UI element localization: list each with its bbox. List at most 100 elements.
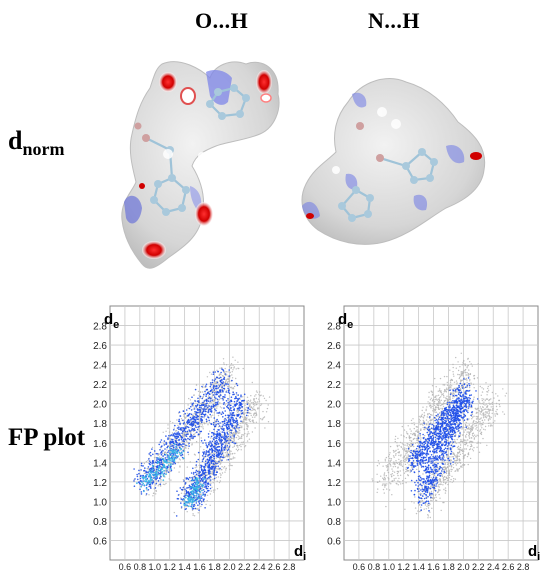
fp-point — [218, 438, 220, 441]
fp-point — [201, 487, 203, 490]
fp-point — [391, 494, 393, 496]
fp-point — [207, 436, 210, 438]
fp-point — [455, 455, 457, 457]
fp-point — [480, 407, 482, 410]
fp-point — [465, 374, 467, 376]
fp-point — [450, 468, 452, 470]
fp-point — [187, 437, 189, 440]
fp-point — [229, 420, 232, 422]
fp-point — [155, 482, 158, 485]
fp-point — [421, 423, 423, 425]
fp-point — [435, 499, 437, 501]
fp-point — [176, 497, 179, 500]
fp-point — [437, 407, 440, 409]
fp-point — [201, 484, 204, 486]
fp-point — [213, 463, 215, 466]
fp-point — [177, 443, 180, 446]
fp-point — [184, 488, 186, 490]
fp-point — [457, 423, 459, 425]
fp-point — [487, 409, 490, 411]
fp-point — [427, 421, 429, 423]
fp-point — [200, 418, 202, 420]
fp-point — [232, 420, 234, 423]
fp-point — [244, 432, 246, 435]
fp-point — [397, 480, 399, 482]
fp-point — [163, 472, 165, 475]
fp-point — [138, 472, 140, 475]
fp-point — [174, 438, 176, 440]
fp-point — [150, 471, 152, 473]
fp-point — [429, 503, 431, 505]
fp-point — [197, 473, 199, 475]
fp-point — [236, 426, 238, 428]
fp-point — [236, 413, 239, 416]
fp-point — [238, 409, 241, 411]
fp-point — [214, 408, 216, 411]
fp-point — [225, 454, 228, 456]
fp-point — [220, 433, 223, 436]
fp-point — [161, 445, 163, 447]
fp-point — [247, 409, 249, 412]
fp-point — [432, 455, 434, 458]
fp-point — [413, 452, 415, 454]
fp-point — [443, 400, 446, 402]
fp-point — [229, 418, 232, 421]
fp-point — [190, 405, 192, 408]
fp-point — [164, 448, 166, 450]
fp-point — [199, 499, 202, 501]
fp-point — [216, 381, 219, 384]
fp-point — [204, 469, 207, 472]
fp-point — [451, 447, 453, 449]
fp-point — [439, 397, 441, 399]
fp-point — [180, 498, 183, 500]
fp-point — [485, 398, 487, 400]
fp-point — [484, 419, 486, 421]
fp-point — [207, 395, 210, 397]
fp-point — [179, 459, 181, 461]
fp-point — [184, 482, 187, 484]
fp-point — [250, 409, 252, 412]
fp-point — [186, 501, 189, 504]
fp-point — [394, 450, 396, 452]
fp-point — [480, 403, 482, 405]
fp-point — [451, 443, 454, 445]
fp-point — [240, 412, 243, 415]
fp-point — [452, 456, 455, 458]
fp-point — [476, 407, 479, 410]
fp-point — [145, 474, 148, 476]
fp-point — [185, 444, 187, 447]
fp-point — [446, 456, 448, 459]
fp-point — [184, 423, 186, 426]
fp-point — [503, 413, 506, 415]
fp-point — [179, 452, 182, 455]
fp-point — [180, 418, 183, 420]
fp-point — [187, 443, 190, 446]
fp-point — [197, 390, 200, 393]
fp-point — [409, 436, 411, 439]
fp-point — [191, 437, 193, 439]
fp-point — [149, 461, 152, 464]
fp-point — [160, 447, 162, 449]
fp-point — [460, 380, 462, 383]
fp-point — [193, 500, 196, 503]
fp-point — [201, 421, 203, 423]
fp-point — [183, 429, 186, 432]
fp-point — [451, 468, 453, 471]
fp-point — [200, 402, 203, 404]
fp-point — [467, 431, 470, 433]
fp-point — [407, 425, 409, 427]
fp-point — [440, 407, 442, 410]
fp-point — [192, 429, 195, 431]
fp-point — [472, 420, 475, 423]
fp-point — [457, 451, 459, 454]
fp-point — [247, 431, 249, 433]
fp-point — [479, 411, 481, 413]
fp-point — [195, 418, 197, 420]
fp-point — [505, 392, 508, 394]
fp-point — [208, 466, 210, 468]
fp-point — [228, 403, 230, 405]
fp-point — [220, 462, 222, 464]
fp-point — [213, 442, 216, 444]
fp-point — [450, 466, 453, 468]
fp-point — [213, 396, 216, 398]
